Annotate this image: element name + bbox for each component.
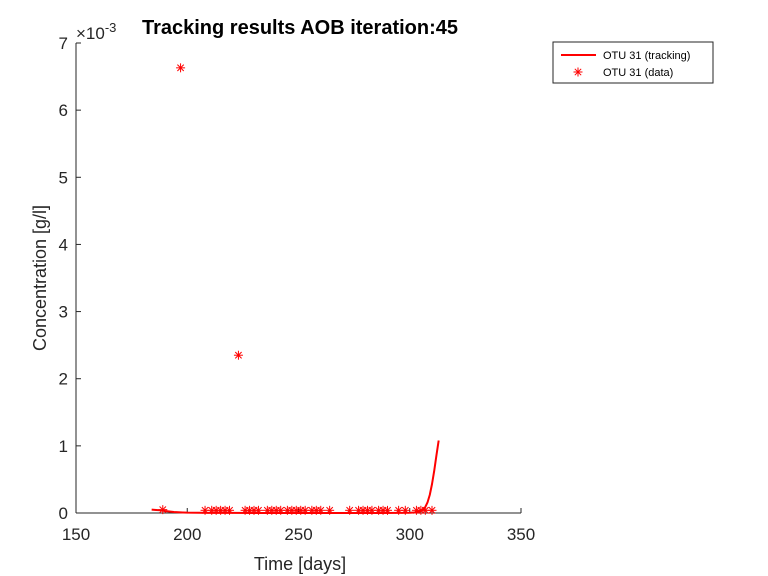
data-point — [345, 505, 355, 515]
data-point — [383, 505, 392, 515]
y-axis-label: Concentration [g/l] — [30, 205, 50, 351]
data-point — [400, 505, 410, 515]
data-point — [253, 505, 263, 515]
y-tick-label: 7 — [59, 34, 68, 53]
svg-text:×10-3: ×10-3 — [76, 20, 116, 43]
y-exponent-label: ×10-3 — [76, 20, 116, 43]
data-point — [276, 505, 286, 515]
y-exponent-power: -3 — [105, 20, 117, 35]
chart-title: Tracking results AOB iteration:45 — [142, 17, 458, 39]
x-tick-label: 150 — [62, 525, 90, 544]
x-tick-label: 350 — [507, 525, 535, 544]
data-point — [325, 505, 335, 515]
data-point — [316, 505, 326, 515]
y-axis: 0 1 2 3 4 5 6 7 — [59, 34, 81, 523]
x-axis-label: Time [days] — [254, 554, 346, 574]
y-tick-label: 3 — [59, 303, 68, 322]
legend-box — [552, 41, 714, 84]
y-tick-label: 0 — [59, 504, 68, 523]
data-point — [176, 63, 186, 73]
data-point — [225, 505, 235, 515]
y-exponent-base: ×10 — [76, 24, 105, 43]
x-tick-label: 250 — [284, 525, 312, 544]
legend-marker-sample — [573, 67, 583, 77]
plot-area — [151, 63, 440, 515]
data-point — [158, 505, 168, 515]
legend[interactable]: OTU 31 (tracking) OTU 31 (data) — [552, 41, 714, 84]
y-tick-label: 2 — [59, 370, 68, 389]
legend-entry-tracking: OTU 31 (tracking) — [603, 50, 690, 62]
legend-star-icon — [573, 67, 583, 77]
y-tick-label: 5 — [59, 168, 68, 187]
data-point — [233, 350, 243, 360]
legend-entry-data: OTU 31 (data) — [603, 67, 673, 79]
y-tick-label: 1 — [59, 437, 68, 456]
x-tick-label: 300 — [396, 525, 424, 544]
x-tick-label: 200 — [173, 525, 201, 544]
y-tick-label: 6 — [59, 101, 68, 120]
data-point — [367, 505, 377, 515]
data-point — [427, 505, 437, 515]
y-tick-label: 4 — [59, 235, 68, 254]
